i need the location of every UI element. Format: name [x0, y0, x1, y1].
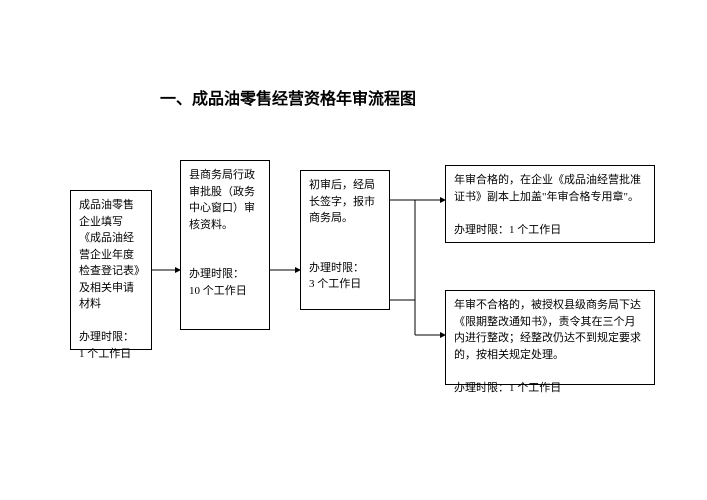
- flow-box-text: 办理时限：: [79, 329, 143, 346]
- flow-box-text: [309, 243, 381, 260]
- flow-box-text: [454, 363, 646, 380]
- flow-box-text: 办理时限：: [189, 266, 261, 283]
- flow-box-text: [79, 313, 143, 330]
- flow-box-text: 办理时限：1 个工作日: [454, 222, 646, 239]
- flow-box-text: 成品油零售企业填写《成品油经营企业年度检查登记表》及相关申请材料: [79, 197, 143, 313]
- flow-box-pass: 年审合格的，在企业《成品油经营批准证书》副本上加盖"年审合格专用章"。 办理时限…: [445, 165, 655, 243]
- flow-box-text: [189, 250, 261, 267]
- flow-box-text: 10 个工作日: [189, 283, 261, 300]
- flow-box-text: [454, 205, 646, 222]
- flow-box-text: 初审后，经局长签字，报市商务局。: [309, 177, 381, 227]
- flow-box-text: [309, 227, 381, 244]
- flow-box-text: 1 个工作日: [79, 346, 143, 363]
- flow-box-text: 办理时限：1 个工作日: [454, 380, 646, 397]
- flow-box-text: [189, 233, 261, 250]
- flow-box-text: 办理时限：: [309, 260, 381, 277]
- flow-box-application: 成品油零售企业填写《成品油经营企业年度检查登记表》及相关申请材料 办理时限：1 …: [70, 190, 152, 350]
- flow-box-text: 3 个工作日: [309, 276, 381, 293]
- page-title: 一、成品油零售经营资格年审流程图: [160, 85, 416, 109]
- flow-box-fail: 年审不合格的，被授权县级商务局下达《限期整改通知书》，责令其在三个月内进行整改；…: [445, 290, 655, 385]
- flow-box-text: 年审合格的，在企业《成品油经营批准证书》副本上加盖"年审合格专用章"。: [454, 172, 646, 205]
- flow-box-text: 年审不合格的，被授权县级商务局下达《限期整改通知书》，责令其在三个月内进行整改；…: [454, 297, 646, 363]
- flow-box-county-review: 县商务局行政审批股（政务中心窗口）审核资料。 办理时限：10 个工作日: [180, 160, 270, 330]
- flow-box-initial-review: 初审后，经局长签字，报市商务局。 办理时限：3 个工作日: [300, 170, 390, 310]
- flow-box-text: 县商务局行政审批股（政务中心窗口）审核资料。: [189, 167, 261, 233]
